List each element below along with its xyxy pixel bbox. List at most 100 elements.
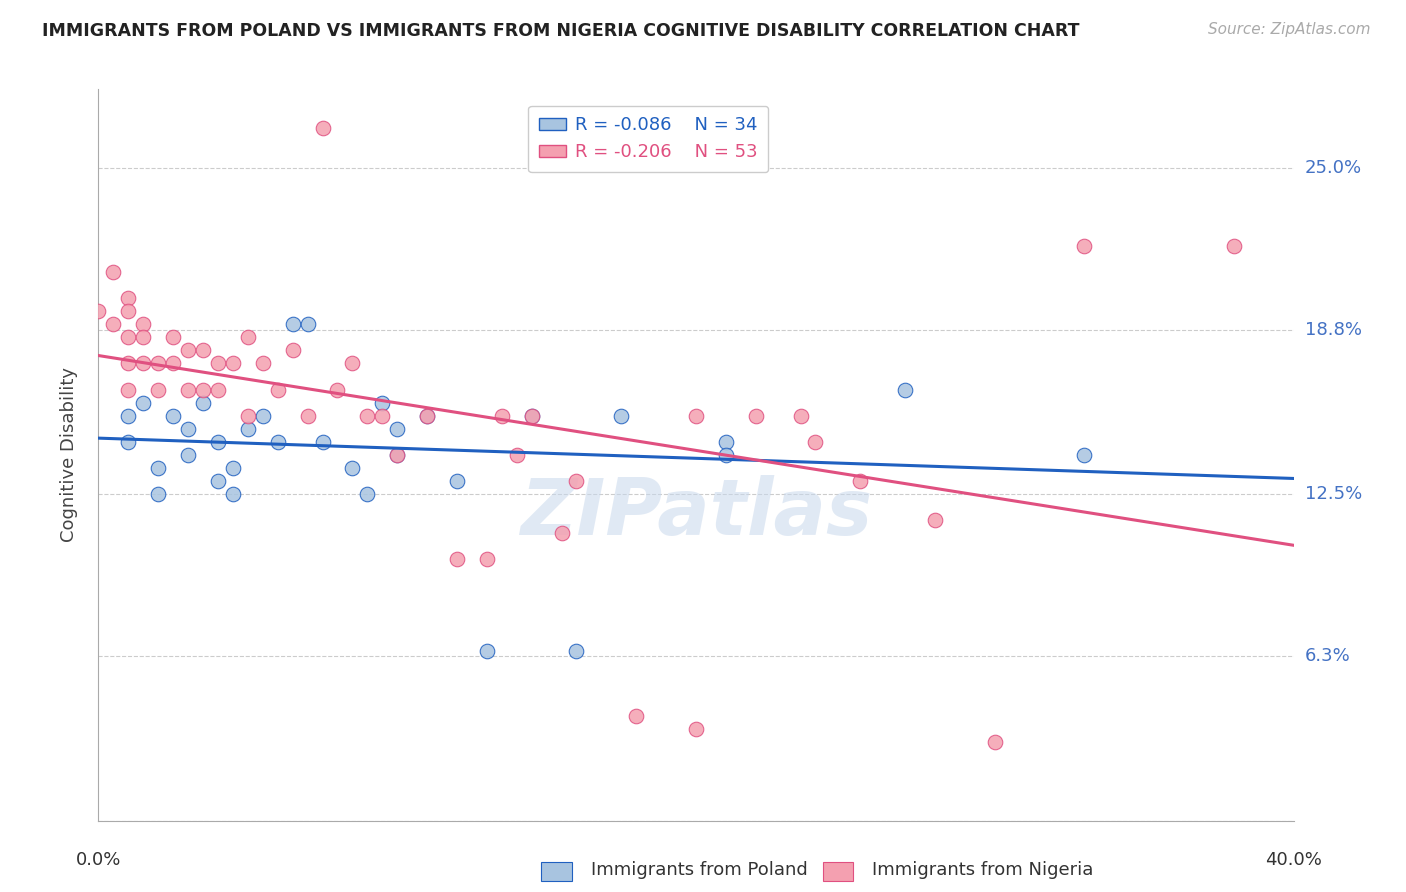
- Point: [207, 474, 229, 488]
- Text: IMMIGRANTS FROM POLAND VS IMMIGRANTS FROM NIGERIA COGNITIVE DISABILITY CORRELATI: IMMIGRANTS FROM POLAND VS IMMIGRANTS FRO…: [42, 22, 1080, 40]
- Point: [385, 422, 409, 436]
- Text: 6.3%: 6.3%: [1305, 647, 1350, 665]
- Point: [252, 409, 274, 423]
- Point: [446, 552, 468, 566]
- Text: 12.5%: 12.5%: [1305, 485, 1362, 503]
- Point: [565, 644, 588, 658]
- Point: [550, 526, 572, 541]
- Point: [222, 461, 245, 475]
- Point: [117, 383, 139, 397]
- Point: [252, 357, 274, 371]
- Point: [714, 448, 737, 462]
- Point: [475, 552, 498, 566]
- Text: Immigrants from Poland: Immigrants from Poland: [591, 861, 807, 879]
- Point: [87, 304, 110, 318]
- Point: [789, 409, 811, 423]
- Point: [222, 487, 245, 501]
- Point: [103, 318, 125, 332]
- Point: [236, 422, 259, 436]
- Point: [491, 409, 513, 423]
- Point: [132, 395, 155, 409]
- Point: [685, 409, 707, 423]
- Point: [506, 448, 529, 462]
- Point: [236, 409, 259, 423]
- Point: [267, 383, 290, 397]
- Point: [475, 644, 498, 658]
- Point: [385, 448, 409, 462]
- Point: [520, 409, 543, 423]
- Point: [132, 330, 155, 344]
- Point: [132, 318, 155, 332]
- Point: [610, 409, 633, 423]
- Point: [177, 422, 200, 436]
- Point: [924, 513, 946, 527]
- Point: [714, 434, 737, 449]
- Point: [191, 343, 214, 358]
- Point: [849, 474, 872, 488]
- Point: [565, 474, 588, 488]
- Y-axis label: Cognitive Disability: Cognitive Disability: [59, 368, 77, 542]
- Point: [371, 395, 394, 409]
- Point: [385, 448, 409, 462]
- Point: [624, 709, 647, 723]
- Point: [162, 330, 184, 344]
- Point: [894, 383, 917, 397]
- Point: [222, 357, 245, 371]
- Point: [342, 357, 364, 371]
- Point: [177, 448, 200, 462]
- Point: [148, 461, 170, 475]
- Point: [983, 735, 1005, 749]
- Point: [342, 461, 364, 475]
- Point: [267, 434, 290, 449]
- Point: [297, 318, 319, 332]
- Point: [416, 409, 439, 423]
- Point: [148, 487, 170, 501]
- Point: [207, 383, 229, 397]
- Point: [281, 318, 304, 332]
- Point: [1073, 239, 1095, 253]
- Text: 18.8%: 18.8%: [1305, 320, 1361, 339]
- Point: [804, 434, 827, 449]
- Point: [685, 723, 707, 737]
- Point: [446, 474, 468, 488]
- Point: [191, 383, 214, 397]
- Point: [236, 330, 259, 344]
- Point: [326, 383, 349, 397]
- Text: 25.0%: 25.0%: [1305, 159, 1362, 177]
- Point: [148, 357, 170, 371]
- Point: [297, 409, 319, 423]
- Legend: R = -0.086    N = 34, R = -0.206    N = 53: R = -0.086 N = 34, R = -0.206 N = 53: [529, 105, 768, 172]
- Point: [311, 434, 333, 449]
- Point: [207, 434, 229, 449]
- Point: [177, 383, 200, 397]
- Point: [103, 265, 125, 279]
- Point: [117, 330, 139, 344]
- Point: [1073, 448, 1095, 462]
- Point: [416, 409, 439, 423]
- Point: [371, 409, 394, 423]
- Text: 0.0%: 0.0%: [76, 851, 121, 869]
- Point: [745, 409, 768, 423]
- Text: Source: ZipAtlas.com: Source: ZipAtlas.com: [1208, 22, 1371, 37]
- Point: [117, 357, 139, 371]
- Point: [117, 434, 139, 449]
- Point: [148, 383, 170, 397]
- Point: [117, 304, 139, 318]
- Point: [356, 487, 378, 501]
- Point: [281, 343, 304, 358]
- Point: [162, 409, 184, 423]
- Point: [132, 357, 155, 371]
- Point: [117, 409, 139, 423]
- Point: [1223, 239, 1246, 253]
- Point: [356, 409, 378, 423]
- Text: 40.0%: 40.0%: [1265, 851, 1322, 869]
- Text: ZIPatlas: ZIPatlas: [520, 475, 872, 551]
- Point: [207, 357, 229, 371]
- Point: [117, 291, 139, 305]
- Point: [177, 343, 200, 358]
- Point: [520, 409, 543, 423]
- Point: [311, 121, 333, 136]
- Point: [162, 357, 184, 371]
- Text: Immigrants from Nigeria: Immigrants from Nigeria: [872, 861, 1092, 879]
- Point: [191, 395, 214, 409]
